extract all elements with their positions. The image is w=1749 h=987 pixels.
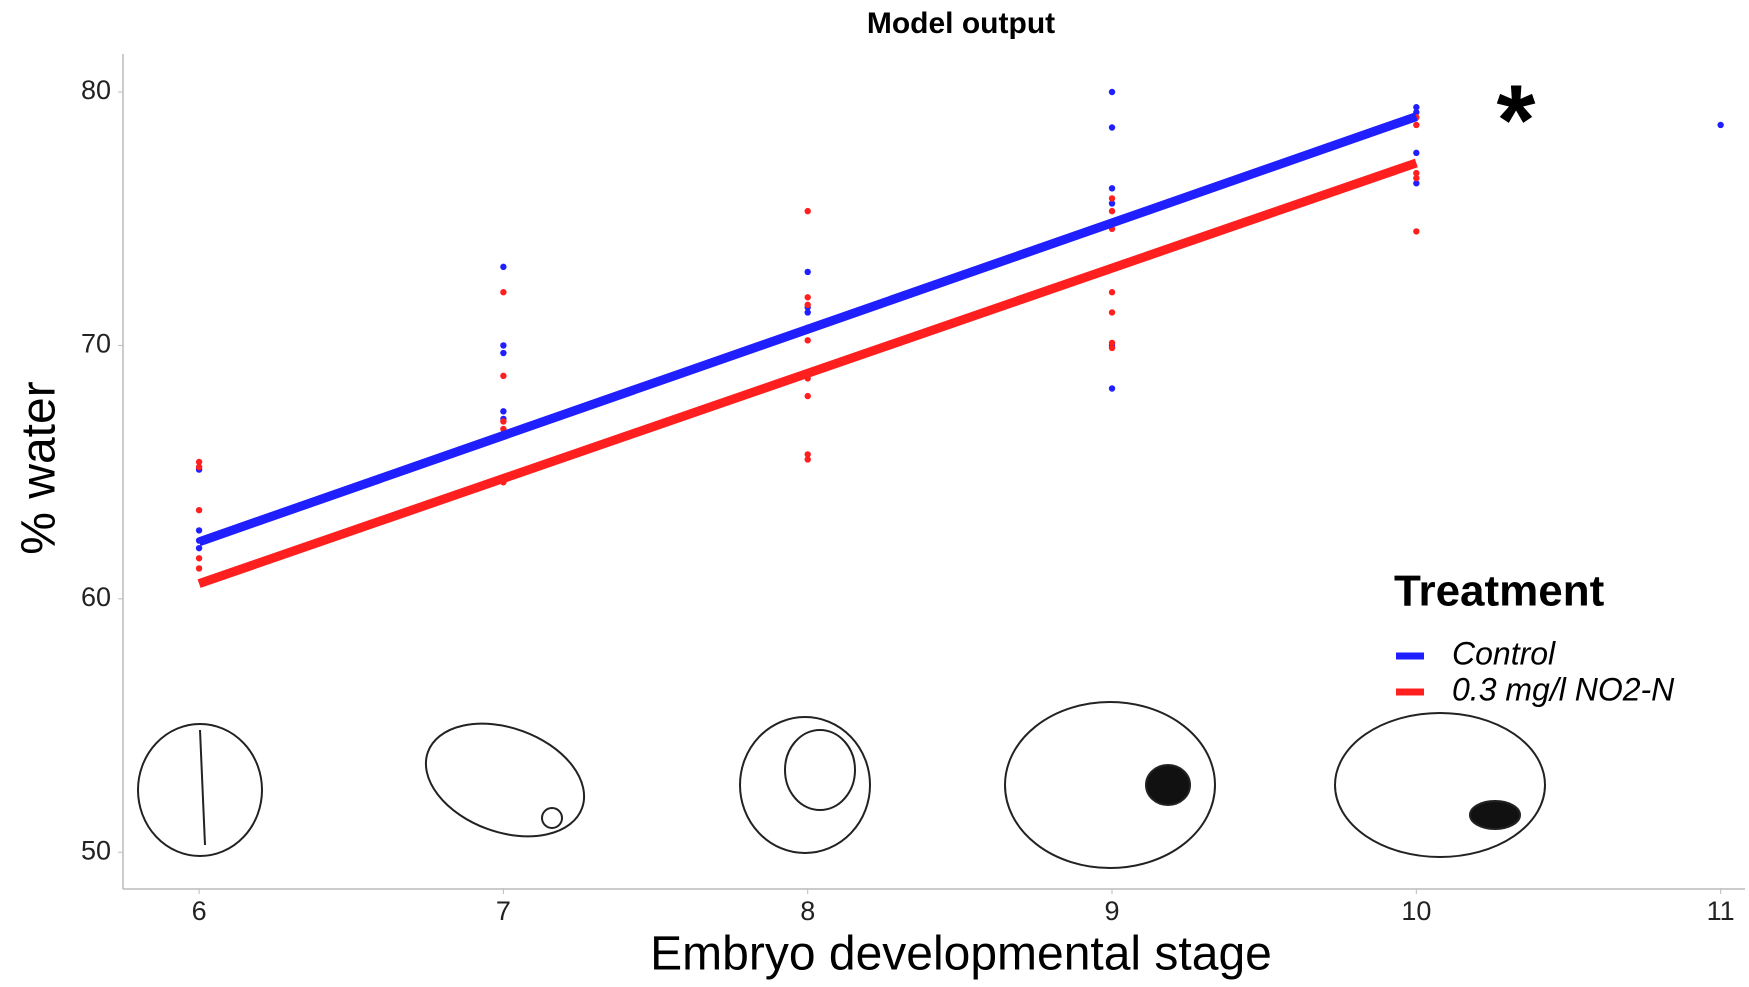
data-point — [500, 372, 507, 380]
legend-title: Treatment — [1394, 567, 1605, 616]
fit-line — [197, 158, 1418, 588]
data-point — [195, 544, 203, 552]
data-point — [1413, 149, 1420, 157]
embryo-stage-8 — [739, 716, 871, 854]
x-axis-label: Embryo developmental stage — [650, 928, 1272, 981]
data-point — [1108, 344, 1116, 352]
data-point — [1413, 174, 1420, 182]
data-point — [1413, 104, 1420, 111]
data-point — [804, 268, 811, 276]
embryo-detail — [199, 729, 206, 846]
embryo-stage-10 — [1334, 712, 1546, 858]
data-point — [500, 342, 507, 349]
legend-label: 0.3 mg/l NO2-N — [1452, 671, 1675, 707]
data-point — [1413, 228, 1420, 235]
data-point — [1108, 385, 1116, 392]
embryo-stage-7 — [424, 722, 586, 838]
data-point — [1108, 309, 1116, 316]
legend-label: Control — [1452, 635, 1556, 671]
y-tick-label: 60 — [81, 582, 111, 612]
data-point — [804, 451, 811, 458]
embryo-detail — [784, 729, 856, 811]
data-point — [195, 506, 203, 514]
data-point — [195, 555, 203, 562]
embryo-eye — [1145, 764, 1191, 806]
x-tick-label: 11 — [1707, 896, 1735, 926]
data-point — [804, 337, 811, 344]
significance-annotation: * — [1497, 64, 1536, 176]
data-point — [1108, 339, 1116, 347]
y-tick-label: 50 — [81, 835, 111, 865]
data-point — [804, 456, 811, 463]
data-point — [195, 458, 203, 466]
data-point — [1108, 200, 1116, 207]
data-point — [1413, 180, 1420, 187]
y-tick-label: 70 — [81, 329, 111, 359]
x-tick-label: 6 — [192, 896, 207, 926]
data-point — [1108, 185, 1116, 192]
data-point — [195, 565, 203, 572]
data-point — [500, 418, 507, 425]
data-point — [1413, 169, 1420, 177]
y-tick-label: 80 — [81, 75, 111, 105]
data-point — [1108, 124, 1116, 131]
data-point — [195, 463, 203, 471]
data-point — [1108, 195, 1116, 202]
data-point — [500, 408, 507, 415]
x-tick-label: 8 — [800, 896, 815, 926]
data-point — [804, 301, 811, 309]
x-tick-label: 10 — [1401, 896, 1431, 926]
data-point — [1108, 207, 1116, 215]
y-axis-label: % water — [13, 381, 66, 554]
data-point — [1717, 121, 1724, 129]
data-point — [500, 349, 507, 357]
data-point — [1108, 88, 1116, 96]
data-point — [1108, 289, 1116, 296]
x-tick-label: 7 — [496, 896, 511, 926]
embryo-illustrations — [137, 701, 1546, 869]
data-point — [500, 263, 507, 271]
embryo-eye — [1469, 800, 1521, 830]
data-point — [804, 294, 811, 301]
embryo-stage-6 — [137, 723, 263, 857]
chart-title: Model output — [867, 7, 1055, 40]
data-point — [804, 309, 811, 316]
data-point — [500, 289, 507, 296]
data-point — [1413, 121, 1420, 129]
data-point — [804, 392, 811, 400]
x-tick-label: 9 — [1105, 896, 1120, 926]
data-point — [195, 527, 203, 534]
embryo-detail — [541, 807, 563, 829]
embryo-stage-9 — [1004, 701, 1216, 869]
fit-line — [197, 112, 1418, 547]
data-point — [804, 207, 811, 215]
